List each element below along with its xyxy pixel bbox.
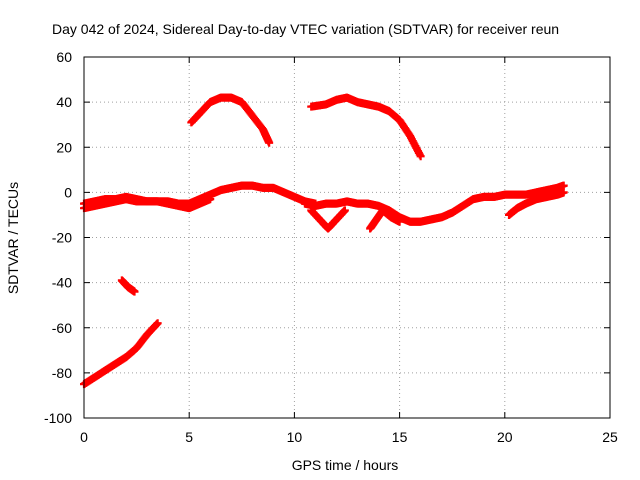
ticks: 0 5 10 15 20 25 -100 -80 -60 -40 -20 0 20 40 60 [44,49,618,445]
y-axis-title: SDTVAR / TECUs [5,182,21,294]
data-point [416,152,425,161]
x-tick-label: 10 [287,429,303,445]
y-tick-label: -100 [44,410,72,426]
data-point [130,287,139,296]
y-tick-label: 20 [56,139,72,155]
plot-frame [83,56,611,419]
series-arc-main-left-2 [80,195,215,213]
x-axis-title: GPS time / hours [292,457,399,473]
y-tick-label: -60 [52,320,72,336]
series-arc-high-12 [307,93,425,161]
data-point [265,138,274,147]
x-tick-label: 25 [602,429,618,445]
data-point [395,217,404,226]
series-arc-main-right [300,181,568,226]
data-point [559,181,568,190]
x-tick-label: 15 [392,429,408,445]
data-point [206,195,215,204]
x-tick-label: 20 [497,429,513,445]
data-point [559,188,568,197]
data-point [340,206,349,215]
y-tick-label: 60 [56,49,72,65]
data-point [153,319,162,328]
y-tick-label: 0 [64,184,72,200]
series-arc-neg-left [80,319,162,389]
series-arc-short-2 [117,276,139,296]
y-tick-label: -40 [52,275,72,291]
grid [84,57,610,418]
series-arc-high-6 [187,93,274,147]
series-arc-dip-11 [307,206,349,233]
x-tick-label: 0 [80,429,88,445]
y-tick-label: -20 [52,230,72,246]
chart-title: Day 042 of 2024, Sidereal Day-to-day VTE… [52,21,559,37]
y-tick-label: -80 [52,365,72,381]
data-points [80,93,568,389]
y-tick-label: 40 [56,94,72,110]
series-arc-late-20 [505,188,568,219]
x-tick-label: 5 [185,429,193,445]
series-arc-dip-14 [366,206,404,233]
